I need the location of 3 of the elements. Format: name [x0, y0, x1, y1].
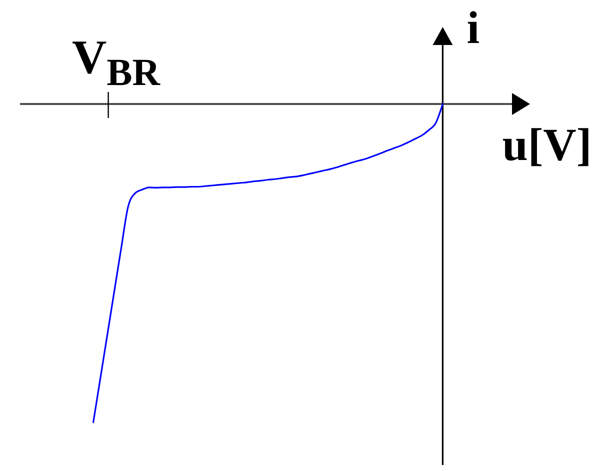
x-axis-title: u[V] — [502, 119, 592, 170]
text: V$_{BR}$ — [72, 31, 162, 94]
y-axis-title: i — [466, 2, 480, 53]
